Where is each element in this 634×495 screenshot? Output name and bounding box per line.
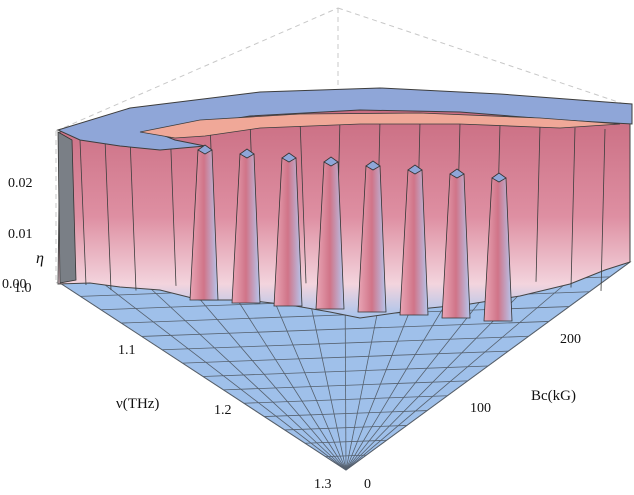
eta-axis: 0.02 0.01 0.00 η <box>2 176 44 292</box>
bc-tick-label: 0 <box>364 477 371 492</box>
wall-line <box>570 127 576 288</box>
eta-tick-label: 0.00 <box>2 277 27 292</box>
ridge-cap <box>281 152 297 163</box>
wall-line <box>600 128 606 291</box>
plateau-rim <box>139 112 621 139</box>
floor-grid-line <box>345 263 590 471</box>
bc-tick-label: 200 <box>560 332 581 347</box>
wall-line <box>129 137 137 291</box>
wall-line <box>169 124 177 286</box>
bc-axis-label: Bc(kG) <box>531 388 576 404</box>
ridge-cap <box>239 148 255 159</box>
eta-tick-label: 0.01 <box>8 227 33 242</box>
bc-axis: 0 100 200 Bc(kG) <box>364 332 581 492</box>
floor-grid-line <box>181 278 347 471</box>
floor-grid-line <box>141 279 347 471</box>
ridges <box>189 144 513 322</box>
nu-tick-label: 1.0 <box>14 281 32 296</box>
floor-grid-line <box>345 264 549 471</box>
floor-grid-line <box>100 281 347 471</box>
eta-tick-label: 0.02 <box>8 176 33 191</box>
ridge <box>357 160 387 313</box>
ridge-cap <box>365 160 381 171</box>
nu-tick-label: 1.1 <box>118 343 136 358</box>
ridge <box>273 152 303 307</box>
ridge-cap <box>449 168 465 179</box>
floor-grid-line <box>59 282 347 471</box>
ridge-cap <box>323 156 339 167</box>
ridge <box>441 168 471 319</box>
ridge-cap <box>197 144 213 155</box>
floor-grid-line <box>345 261 631 471</box>
floor-grid-line <box>263 275 347 471</box>
left-edge <box>57 131 77 284</box>
nu-tick-label: 1.2 <box>214 403 232 418</box>
plateau-top <box>56 87 633 151</box>
ridge-cap <box>491 172 507 183</box>
bc-tick-label: 100 <box>470 401 491 416</box>
wall-line <box>535 126 541 282</box>
ridge <box>189 144 219 301</box>
ridge <box>399 164 429 316</box>
wall-line <box>104 138 112 291</box>
ridge <box>231 148 261 304</box>
nu-axis-label: ν(THz) <box>116 396 159 412</box>
wall-line <box>79 139 87 286</box>
nu-axis: 1.0 1.1 1.2 1.3 ν(THz) <box>14 281 332 492</box>
wall-line <box>299 119 307 284</box>
ridge-cap <box>407 164 423 175</box>
nu-tick-label: 1.3 <box>314 477 332 492</box>
ridge <box>483 172 513 322</box>
ridge <box>315 156 345 310</box>
eta-axis-label: η <box>36 250 44 267</box>
floor-grid-line <box>222 276 347 471</box>
floor-grid <box>59 261 631 471</box>
